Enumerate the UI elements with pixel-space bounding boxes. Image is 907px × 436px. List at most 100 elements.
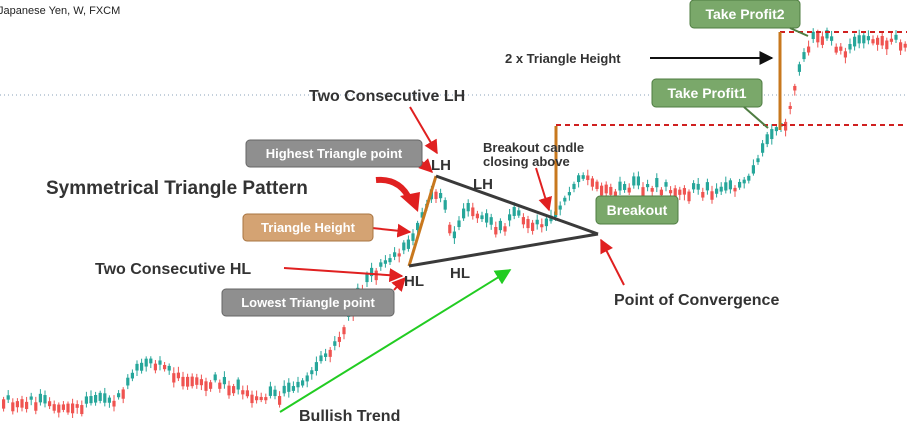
candlesticks [2, 27, 907, 419]
two-lh-text: Two Consecutive LH [309, 88, 465, 105]
candle-body-63 [291, 386, 295, 391]
candle-body-58 [268, 386, 272, 396]
candle-body-27 [126, 377, 130, 386]
triangle-height-label: Triangle Height [261, 220, 356, 235]
candle-body-36 [167, 365, 171, 371]
candle-body-177 [816, 32, 820, 43]
candle-body-185 [853, 36, 857, 47]
candle-body-137 [632, 176, 636, 186]
chart-title: Symmetrical Triangle Pattern [46, 178, 308, 199]
candle-body-11 [52, 404, 56, 411]
candle-body-0 [2, 399, 6, 409]
candle-body-159 [733, 187, 737, 192]
candle-body-186 [857, 35, 861, 44]
two-hl-arrow [283, 267, 404, 283]
candle-body-127 [586, 175, 590, 181]
candle-body-136 [627, 187, 631, 193]
candle-body-68 [314, 362, 318, 372]
candle-body-87 [402, 242, 406, 251]
candle-body-97 [448, 224, 452, 234]
candle-body-25 [117, 393, 121, 398]
candle-body-64 [296, 381, 300, 388]
candle-body-43 [199, 379, 203, 386]
candle-body-114 [526, 219, 530, 229]
candle-body-196 [903, 43, 907, 48]
candle-body-73 [337, 336, 341, 342]
candle-body-10 [48, 401, 52, 407]
candle-body-181 [834, 46, 838, 53]
candle-body-161 [742, 179, 746, 184]
triangle-lower-line [408, 232, 599, 268]
candle-body-86 [397, 253, 401, 257]
candle-body-194 [894, 34, 898, 40]
lh1-text: LH [431, 157, 451, 174]
hl2-text: HL [450, 265, 470, 282]
candle-body-178 [820, 36, 824, 45]
candle-body-166 [765, 134, 769, 145]
candle-body-116 [535, 219, 539, 225]
candle-body-145 [669, 190, 673, 194]
candle-body-122 [563, 197, 567, 202]
candle-body-24 [112, 400, 116, 407]
candle-body-129 [595, 181, 599, 190]
candle-body-168 [774, 127, 778, 132]
candle-body-171 [788, 105, 792, 109]
candle-body-66 [305, 375, 309, 382]
candle-body-20 [94, 395, 98, 403]
candle-body-180 [830, 36, 834, 41]
candle-body-187 [862, 35, 866, 44]
candle-body-150 [692, 183, 696, 190]
candle-body-52 [241, 390, 245, 395]
triangle-height-box [242, 213, 374, 242]
candle-body-82 [379, 262, 383, 267]
candle-body-149 [687, 191, 691, 202]
candle-body-8 [38, 393, 42, 403]
candle-body-31 [144, 358, 148, 367]
candle-body-54 [250, 394, 254, 404]
candle-body-125 [577, 175, 581, 183]
candle-body-156 [719, 186, 723, 192]
candle-body-138 [636, 176, 640, 186]
candle-body-165 [761, 143, 765, 153]
candle-body-118 [544, 218, 548, 227]
candle-body-71 [328, 349, 332, 357]
candle-body-195 [899, 42, 903, 51]
candle-body-132 [609, 186, 613, 195]
candle-body-191 [880, 35, 884, 46]
candle-body-111 [512, 207, 516, 216]
candle-body-143 [659, 189, 663, 196]
candle-body-155 [715, 188, 719, 194]
two-hl-text: Two Consecutive HL [95, 261, 251, 278]
candle-body-154 [710, 191, 714, 200]
candle-body-22 [103, 393, 107, 403]
triangle-height-arrow [371, 223, 412, 238]
candle-body-151 [696, 183, 700, 190]
candle-body-9 [43, 395, 47, 404]
candle-body-190 [876, 37, 880, 45]
candle-body-83 [383, 260, 387, 264]
candle-body-19 [89, 396, 93, 404]
candle-body-29 [135, 363, 139, 371]
candle-body-163 [751, 165, 755, 174]
candle-body-99 [457, 220, 461, 228]
candle-body-184 [848, 44, 852, 50]
candle-body-65 [301, 380, 305, 386]
candle-body-142 [655, 178, 659, 188]
candle-body-39 [181, 376, 185, 387]
candle-body-135 [623, 184, 627, 190]
candle-body-56 [259, 396, 263, 401]
candle-body-103 [475, 213, 479, 219]
candle-body-173 [797, 64, 801, 72]
highest-point-label: Highest Triangle point [266, 146, 403, 161]
candle-body-12 [57, 404, 61, 413]
candle-body-48 [222, 376, 226, 385]
candle-body-14 [66, 403, 70, 413]
breakout-candle-arrow [535, 167, 552, 212]
lowest-point-box [221, 288, 395, 317]
candle-body-146 [673, 188, 677, 199]
candle-body-105 [485, 213, 489, 223]
take-profit1-label: Take Profit1 [667, 85, 746, 101]
candle-body-28 [130, 372, 134, 379]
convergence-text: Point of Convergence [614, 292, 779, 309]
